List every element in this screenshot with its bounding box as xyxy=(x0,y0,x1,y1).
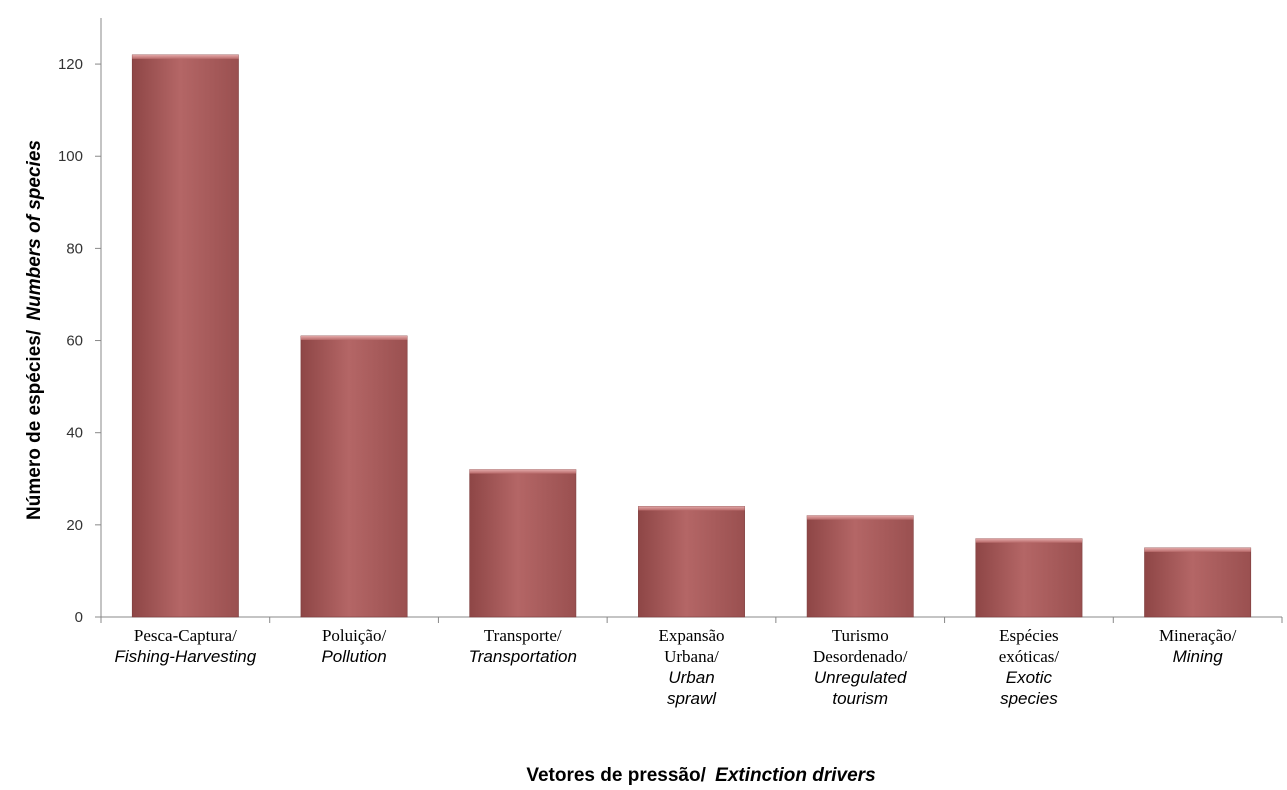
y-tick-label: 80 xyxy=(66,240,83,257)
x-category-label-en: Transportation xyxy=(469,647,577,666)
x-axis-title-en: Extinction drivers xyxy=(715,765,876,786)
bar-top-highlight xyxy=(469,469,576,474)
x-category-label: Transporte/Transportation xyxy=(469,626,577,666)
bar xyxy=(638,506,745,618)
x-category-label-en: Pollution xyxy=(321,647,386,666)
bar-top-highlight xyxy=(807,515,914,520)
x-axis-title: Vetores de pressão/ Extinction drivers xyxy=(526,765,875,786)
y-axis-title-en: Numbers of species xyxy=(24,140,45,321)
x-category-label-en: Urban xyxy=(668,668,714,687)
bar-top-highlight xyxy=(975,538,1083,543)
bar-body xyxy=(975,538,1083,618)
x-category-label-pt: Expansão xyxy=(658,626,724,645)
category-labels: Pesca-Captura/Fishing-Harvesting Poluição… xyxy=(114,626,1236,708)
bars xyxy=(131,54,1252,618)
bar-top-highlight xyxy=(132,54,239,59)
bar-top-highlight xyxy=(638,506,745,511)
bar xyxy=(806,515,914,618)
x-category-label: Mineração/Mining xyxy=(1159,626,1237,666)
x-category-label-en: Fishing-Harvesting xyxy=(114,647,256,666)
x-category-label-en: Unregulated xyxy=(814,668,907,687)
bar xyxy=(469,469,577,618)
y-axis: 0 20 40 60 80 100 120 xyxy=(58,18,102,626)
x-category-label-pt: Desordenado/ xyxy=(813,647,908,666)
x-category-label: Expansão Urbana/Urban sprawl xyxy=(658,626,724,708)
bar-body xyxy=(638,506,745,618)
bar-body xyxy=(131,54,239,618)
x-category-label-pt: Turismo xyxy=(832,626,889,645)
bar-body xyxy=(806,515,914,618)
x-category-label-pt: exóticas/ xyxy=(999,647,1060,666)
x-category-label-pt: Espécies xyxy=(999,626,1058,645)
y-tick-label: 100 xyxy=(58,148,83,165)
bar xyxy=(975,538,1083,618)
x-axis xyxy=(100,616,1283,623)
y-axis-title: Número de espécies/ Numbers of species xyxy=(24,140,45,520)
y-tick-label: 20 xyxy=(66,517,83,534)
x-category-label-pt: Urbana/ xyxy=(664,647,719,666)
x-category-label-en: Exotic xyxy=(1006,668,1053,687)
x-category-label-pt: Mineração/ xyxy=(1159,626,1237,645)
x-category-label-pt: Transporte/ xyxy=(484,626,562,645)
x-category-label-en: species xyxy=(1000,689,1058,708)
y-tick-label: 120 xyxy=(58,56,83,73)
y-tick-label: 0 xyxy=(75,609,83,626)
x-category-label: Poluição/Pollution xyxy=(321,626,386,666)
y-tick-label: 40 xyxy=(66,425,83,442)
x-category-label-en: Mining xyxy=(1173,647,1224,666)
bar-top-highlight xyxy=(300,335,408,340)
x-category-label-en: sprawl xyxy=(667,689,717,708)
x-category-label-pt: Poluição/ xyxy=(322,626,386,645)
bar-body xyxy=(469,469,577,618)
bar-top-highlight xyxy=(1144,547,1251,552)
x-category-label-pt: Pesca-Captura/ xyxy=(134,626,237,645)
x-category-label: Turismo Desordenado/Unregulated tourism xyxy=(813,626,908,708)
bar xyxy=(300,335,408,618)
bar-body xyxy=(300,335,408,618)
x-category-label-en: tourism xyxy=(832,689,888,708)
x-axis-title-pt: Vetores de pressão/ xyxy=(526,765,706,786)
x-category-label: Espécies exóticas/Exotic species xyxy=(999,626,1060,708)
bar-body xyxy=(1144,547,1252,618)
y-axis-title-pt: Número de espécies/ xyxy=(24,329,45,520)
bar xyxy=(1144,547,1252,618)
y-tick-label: 60 xyxy=(66,333,83,350)
bar xyxy=(131,54,239,618)
x-category-label: Pesca-Captura/Fishing-Harvesting xyxy=(114,626,256,666)
